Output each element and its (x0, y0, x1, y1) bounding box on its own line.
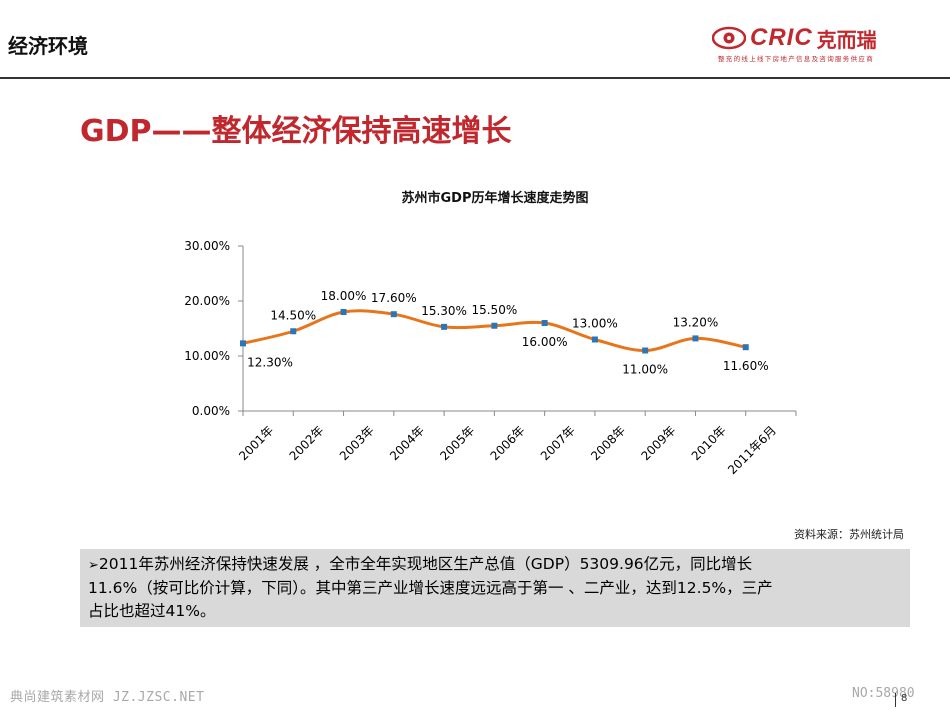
data-label: 15.30% (421, 304, 467, 318)
data-label: 14.50% (270, 308, 316, 322)
data-point-marker (390, 311, 397, 318)
header-divider (0, 77, 950, 79)
logo-chinese-name: 克而瑞 (816, 27, 877, 52)
data-label: 18.00% (321, 289, 367, 303)
data-point-marker (340, 309, 347, 315)
page-title: GDP——整体经济保持高速增长 (80, 114, 512, 149)
summary-note-box: ➢2011年苏州经济保持快速发展 ，全市全年实现地区生产总值（GDP）5309.… (80, 549, 910, 627)
cric-logo: CRIC 克而瑞 整充的线上线下房地产信息及咨询服务供应商 (712, 24, 942, 64)
x-tick-label: 2005年 (437, 423, 477, 463)
x-tick-label: 2008年 (588, 423, 628, 463)
watermark-left: 典尚建筑素材网 JZ.JZSC.NET (10, 690, 205, 705)
bullet-arrow-icon: ➢ (88, 558, 99, 573)
data-point-marker (591, 336, 598, 343)
data-label: 13.00% (572, 317, 618, 331)
y-tick-label: 0.00% (192, 404, 230, 418)
data-label: 11.00% (622, 363, 668, 377)
summary-line-3: 占比也超过41%。 (88, 602, 216, 620)
data-label: 12.30% (247, 355, 293, 369)
data-point-marker (441, 323, 448, 330)
eye-logo-icon (712, 26, 746, 50)
summary-line-2: 11.6%（按可比价计算，下同）。其中第三产业增长速度远远高于第一 、二产业，达… (88, 579, 773, 597)
page-number-divider (895, 693, 896, 707)
section-title: 经济环境 (8, 34, 88, 58)
x-tick-label: 2003年 (337, 423, 377, 463)
data-label: 15.50% (471, 303, 517, 317)
x-tick-label: 2011年6月 (725, 423, 779, 477)
x-tick-label: 2004年 (387, 423, 427, 463)
data-point-marker (642, 347, 649, 354)
summary-line-1: ➢2011年苏州经济保持快速发展 ，全市全年实现地区生产总值（GDP）5309.… (88, 553, 900, 577)
chart-title: 苏州市GDP历年增长速度走势图 (401, 191, 589, 206)
x-tick-label: 2009年 (638, 423, 678, 463)
logo-wordmark: CRIC (750, 24, 813, 51)
data-point-marker (491, 322, 498, 329)
page-number: 8 (901, 693, 908, 704)
data-source-note: 资料来源：苏州统计局 (794, 528, 904, 541)
watermark-right: NO:58980 (852, 686, 915, 701)
x-tick-label: 2001年 (236, 423, 276, 463)
data-point-marker (240, 340, 246, 347)
data-label: 11.60% (723, 359, 769, 373)
data-point-marker (541, 320, 548, 326)
summary-line-1-text: 2011年苏州经济保持快速发展 ，全市全年实现地区生产总值（GDP）5309.9… (98, 555, 753, 573)
y-tick-label: 30.00% (184, 239, 230, 253)
x-tick-label: 2002年 (287, 423, 327, 463)
data-label: 16.00% (522, 335, 568, 349)
data-label: 13.20% (673, 315, 719, 329)
gdp-growth-line-chart: 0.00%10.00%20.00%30.00%2001年 2002年 2003年 20… (184, 239, 797, 477)
data-point-marker (692, 335, 699, 342)
y-tick-label: 10.00% (184, 349, 230, 363)
x-tick-label: 2007年 (538, 423, 578, 463)
data-point-marker (742, 344, 749, 351)
y-tick-label: 20.00% (184, 294, 230, 308)
logo-tagline: 整充的线上线下房地产信息及咨询服务供应商 (718, 55, 874, 63)
data-label: 17.60% (371, 291, 417, 305)
x-tick-label: 2006年 (488, 423, 528, 463)
x-tick-label: 2010年 (689, 423, 729, 463)
data-point-marker (290, 328, 297, 335)
